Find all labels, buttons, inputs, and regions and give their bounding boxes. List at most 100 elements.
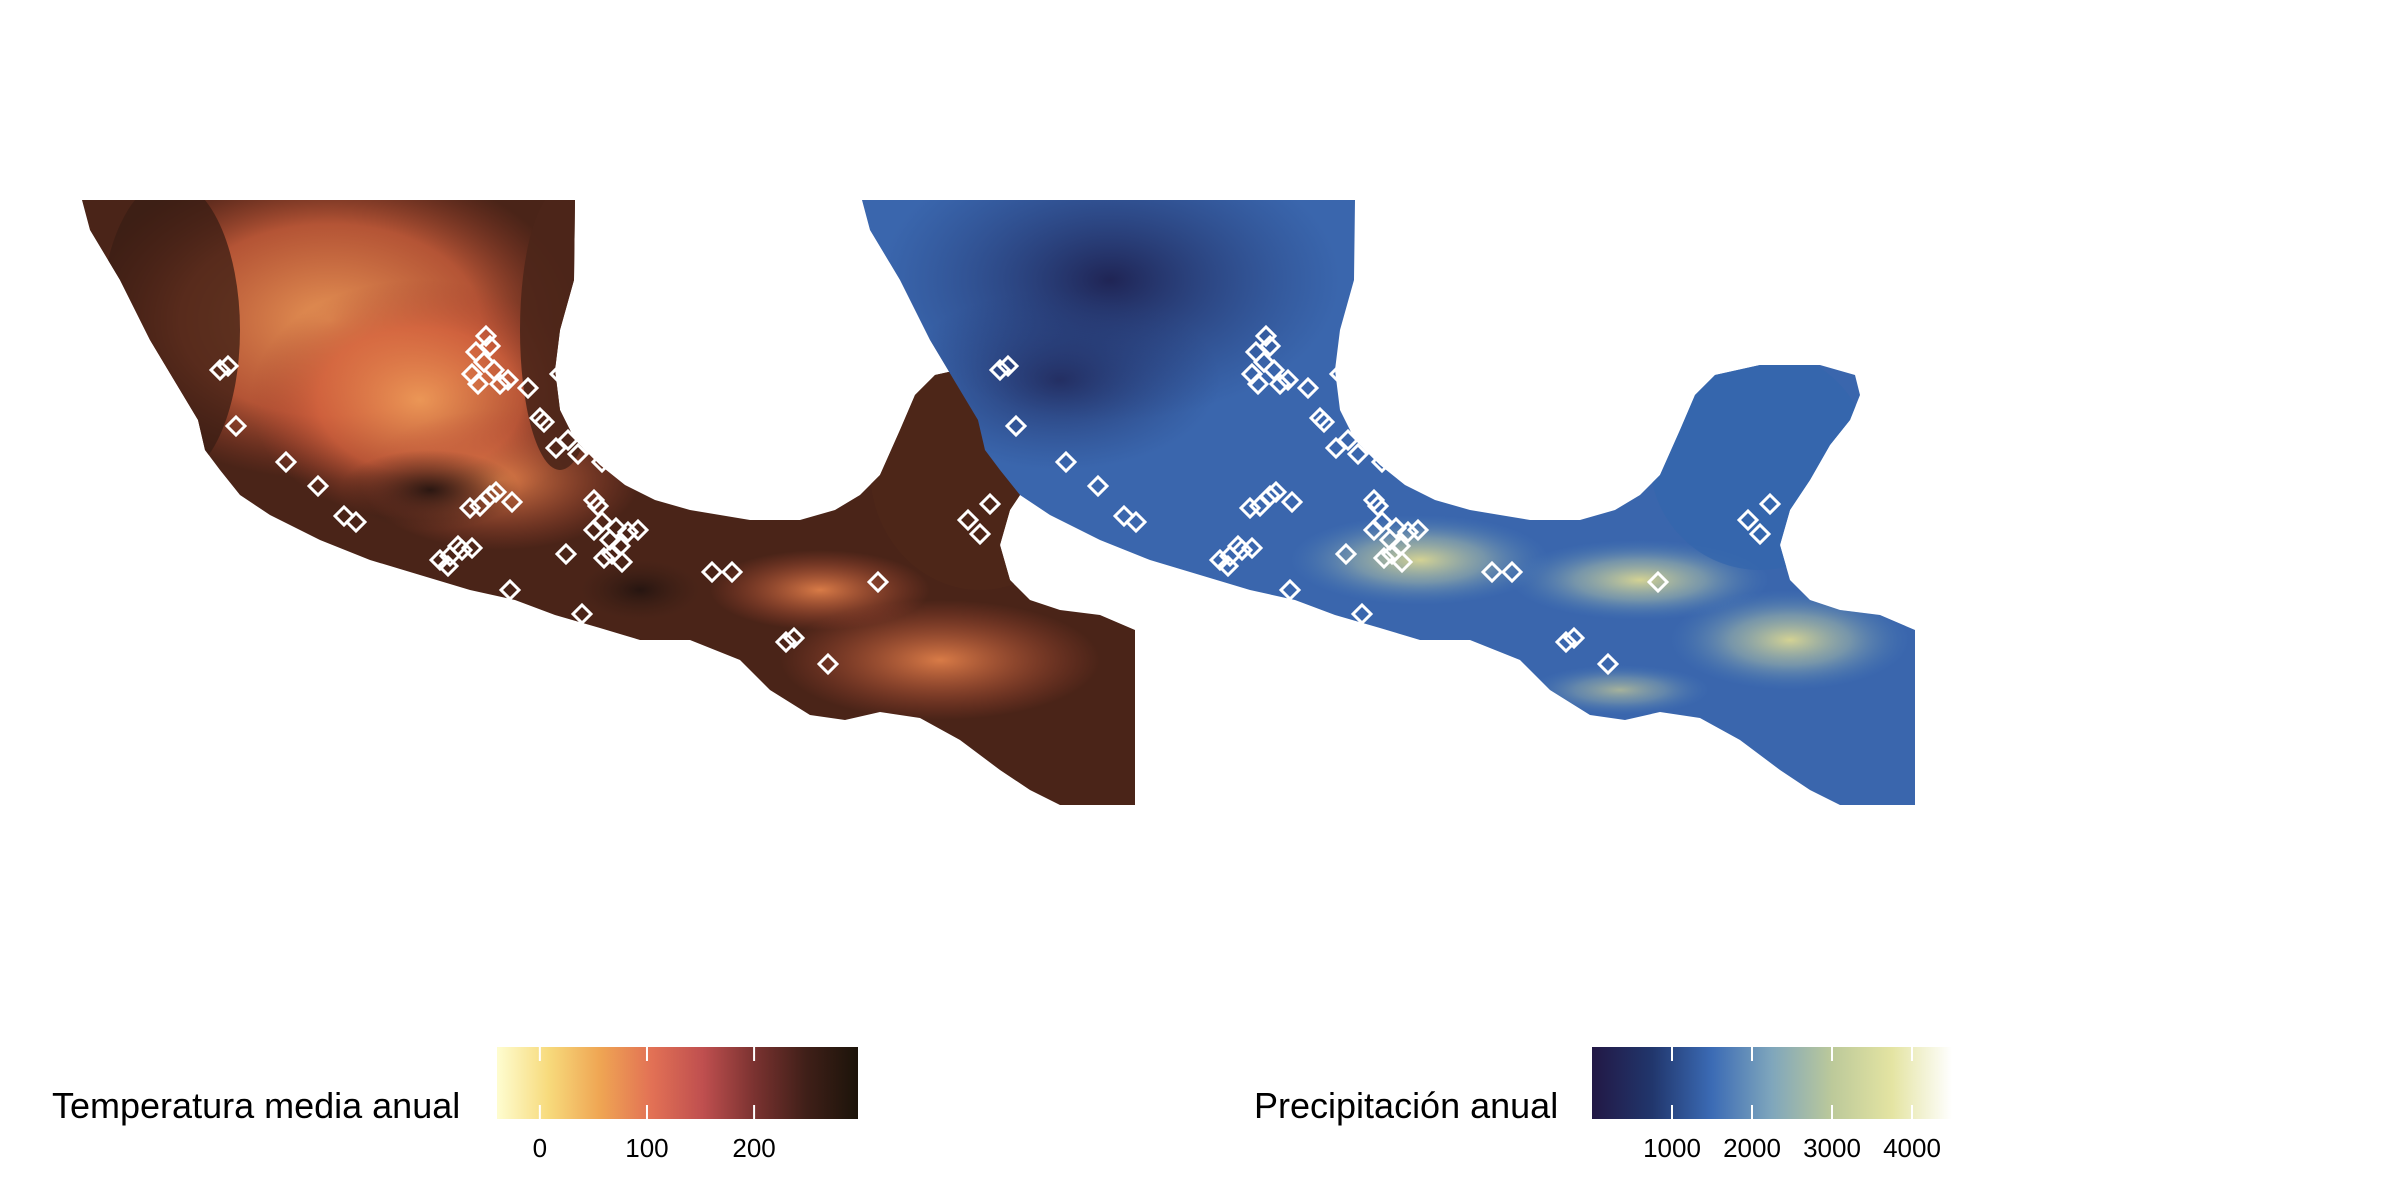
temperature-colorbar-ticks: 0 100 200	[533, 1047, 776, 1163]
precipitation-occurrence-marker	[1406, 518, 1430, 542]
precipitation-occurrence-marker	[1396, 438, 1420, 462]
temperature-colorbar	[497, 1047, 858, 1119]
temperature-occurrence-marker	[700, 560, 724, 584]
precipitation-wet-tabasco	[1510, 540, 1770, 620]
precipitation-occurrence-marker	[1086, 474, 1110, 498]
precipitation-map-markers	[988, 324, 1782, 676]
temperature-occurrence-marker	[216, 354, 240, 378]
temperature-cold-highland-2	[580, 560, 700, 620]
temperature-occurrence-marker	[500, 490, 524, 514]
precipitation-occurrence-marker	[996, 354, 1020, 378]
temperature-occurrence-marker	[590, 450, 614, 474]
temperature-occurrence-marker	[478, 334, 502, 358]
temperature-occurrence-marker	[274, 450, 298, 474]
precipitation-occurrence-marker	[1362, 436, 1386, 460]
precipitation-colorbar	[1592, 1047, 1952, 1119]
temperature-occurrence-marker	[544, 436, 568, 460]
temperature-occurrence-marker	[582, 518, 606, 542]
temperature-occurrence-marker	[224, 414, 248, 438]
temperature-occurrence-marker	[436, 554, 460, 578]
precipitation-occurrence-marker	[1748, 522, 1772, 546]
temperature-west-coast-strip	[100, 200, 240, 480]
temperature-occurrence-marker	[616, 520, 640, 544]
precipitation-occurrence-marker	[1240, 536, 1264, 560]
precipitation-occurrence-marker	[1004, 414, 1028, 438]
temperature-occurrence-marker	[460, 362, 484, 386]
temperature-occurrence-marker	[554, 542, 578, 566]
precipitation-occurrence-marker	[1390, 550, 1414, 574]
temperature-occurrence-marker	[516, 376, 540, 400]
precipitation-occurrence-marker	[1384, 516, 1408, 540]
precipitation-occurrence-marker	[1328, 362, 1352, 386]
temperature-occurrence-marker	[532, 410, 556, 434]
precipitation-occurrence-marker	[1372, 546, 1396, 570]
temperature-occurrence-marker	[572, 418, 596, 442]
precipitation-occurrence-marker	[1596, 652, 1620, 676]
temperature-occurrence-marker	[488, 372, 512, 396]
precipitation-tick-label: 1000	[1643, 1133, 1701, 1163]
precipitation-occurrence-marker	[1562, 626, 1586, 650]
precipitation-occurrence-marker	[1264, 480, 1288, 504]
temperature-occurrence-marker	[616, 438, 640, 462]
precipitation-occurrence-marker	[1324, 436, 1348, 460]
precipitation-wet-veracruz	[1290, 515, 1550, 605]
precipitation-wet-chiapas	[1670, 590, 1910, 690]
precipitation-occurrence-marker	[1230, 538, 1254, 562]
temperature-occurrence-marker	[332, 504, 356, 528]
temperature-occurrence-marker	[566, 442, 590, 466]
temperature-chiapas-band	[780, 600, 1100, 720]
temperature-occurrence-marker	[866, 570, 890, 594]
temperature-occurrence-marker	[484, 480, 508, 504]
precipitation-occurrence-marker	[1240, 362, 1264, 386]
precipitation-occurrence-marker	[1554, 630, 1578, 654]
precipitation-occurrence-marker	[1276, 368, 1300, 392]
temperature-occurrence-marker	[816, 652, 840, 676]
precipitation-occurrence-marker	[1336, 428, 1360, 452]
temperature-occurrence-marker	[460, 536, 484, 560]
precipitation-occurrence-marker	[1334, 542, 1358, 566]
precipitation-occurrence-marker	[1112, 504, 1136, 528]
temperature-tick-label: 0	[533, 1133, 547, 1163]
temperature-occurrence-marker	[782, 626, 806, 650]
temperature-occurrence-marker	[208, 358, 232, 382]
temperature-occurrence-marker	[610, 550, 634, 574]
temperature-occurrence-marker	[774, 630, 798, 654]
temperature-occurrence-marker	[496, 368, 520, 392]
temperature-occurrence-marker	[592, 546, 616, 570]
temperature-occurrence-marker	[458, 496, 482, 520]
temperature-occurrence-marker	[474, 324, 498, 348]
temperature-map-markers	[208, 324, 1002, 676]
precipitation-occurrence-marker	[1124, 510, 1148, 534]
temperature-occurrence-marker	[626, 518, 650, 542]
precipitation-occurrence-marker	[1280, 490, 1304, 514]
temperature-occurrence-marker	[968, 522, 992, 546]
temperature-occurrence-marker	[598, 444, 622, 468]
precipitation-occurrence-marker	[1268, 372, 1292, 396]
temperature-occurrence-marker	[978, 492, 1002, 516]
temperature-occurrence-marker	[720, 560, 744, 584]
temperature-tick-label: 100	[625, 1133, 668, 1163]
temperature-occurrence-marker	[306, 474, 330, 498]
temperature-occurrence-marker	[344, 510, 368, 534]
precipitation-occurrence-marker	[1500, 560, 1524, 584]
precipitation-occurrence-marker	[1736, 508, 1760, 532]
precipitation-occurrence-marker	[1378, 444, 1402, 468]
temperature-occurrence-marker	[556, 428, 580, 452]
precipitation-legend-title: Precipitación anual	[1254, 1085, 1558, 1126]
precipitation-occurrence-marker	[1480, 560, 1504, 584]
precipitation-occurrence-marker	[1312, 410, 1336, 434]
precipitation-tick-label: 4000	[1883, 1133, 1941, 1163]
temperature-occurrence-marker	[956, 508, 980, 532]
temperature-occurrence-marker	[588, 430, 612, 454]
precipitation-occurrence-marker	[1296, 376, 1320, 400]
precipitation-occurrence-marker	[1216, 554, 1240, 578]
precipitation-occurrence-marker	[1646, 570, 1670, 594]
temperature-legend: Temperatura media anual 0 100 200	[52, 1047, 858, 1163]
precipitation-occurrence-marker	[1258, 334, 1282, 358]
precipitation-occurrence-marker	[1254, 324, 1278, 348]
temperature-gulf-strip	[520, 200, 600, 470]
precipitation-occurrence-marker	[1362, 518, 1386, 542]
temperature-occurrence-marker	[548, 362, 572, 386]
precipitation-colorbar-ticks: 1000 2000 3000 4000	[1643, 1047, 1941, 1163]
